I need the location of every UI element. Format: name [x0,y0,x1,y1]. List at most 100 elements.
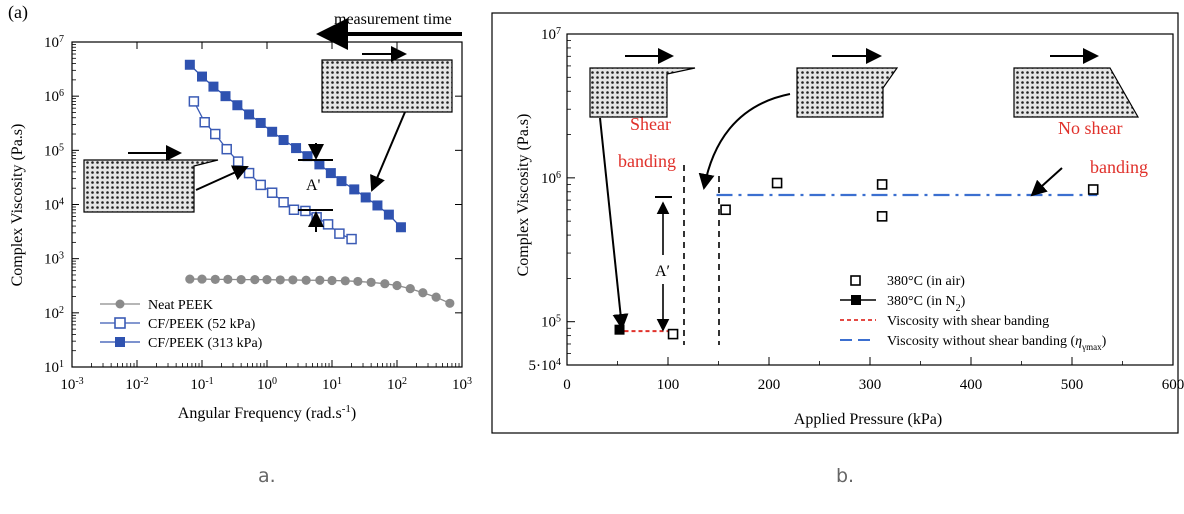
chart-a-ytick-label: 102 [44,304,64,322]
shear-label-line1: Shear [630,114,671,134]
chart-a-point-neat-peek [366,277,376,287]
chart-a-ytick-label: 103 [44,250,64,268]
chart-a-point-cf52 [278,197,289,208]
chart-a-point-neat-peek [262,275,272,285]
sheared-box-sketch-right [321,59,453,113]
chart-b-legend: 380°C (in air) 380°C (in N2) Viscosity w… [840,274,1107,352]
shear-label-line2: banding [618,151,676,171]
chart-a-point-neat-peek [223,274,233,284]
legend-neat-peek: Neat PEEK [148,298,213,313]
caption-a: a. [258,465,276,487]
chart-a-point-neat-peek [315,275,325,285]
chart-a-point-cf313 [325,168,336,179]
legend-n2-marker [851,295,861,305]
chart-b-point-n2 [614,324,625,335]
chart-a-axes: 10-3 10-2 10-1 100 101 102 103 101 102 103 104 105 1… [44,34,472,394]
chart-a-point-cf52 [322,219,334,230]
chart-a-point-cf313 [267,126,278,137]
legend-cf52-marker [114,317,126,329]
pointer-arrow-left [195,165,249,191]
chart-a-point-cf313 [291,143,302,154]
caption-b: b. [836,465,854,487]
legend-cf313-marker [115,337,125,347]
chart-a-series [184,59,455,308]
chart-a-xtick-label: 10-3 [60,376,83,394]
chart-b-xtick-label: 100 [657,377,680,393]
chart-b-ytick-label: 5·104 [529,357,562,375]
sheared-box-sketch-left [83,159,219,213]
chart-a-point-cf313 [208,81,219,92]
chart-a-point-cf313 [184,59,195,70]
chart-a-point-neat-peek [418,288,428,298]
pointer-arrow-right [370,111,406,192]
chart-b-point-air [667,328,679,340]
chart-b-xtick-label: 500 [1061,377,1084,393]
chart-b-xlabel: Applied Pressure (kPa) [794,411,942,428]
chart-a-point-cf313 [302,151,313,162]
chart-a-point-neat-peek [431,292,441,302]
legend-shear-banding: Viscosity with shear banding [887,314,1049,329]
chart-a-point-neat-peek [327,275,337,286]
legend-cf52: CF/PEEK (52 kPa) [148,317,256,332]
chart-a-point-neat-peek [405,284,415,294]
legend-air: 380°C (in air) [887,274,965,289]
chart-a-point-neat-peek [380,279,390,289]
sketch-intermediate [796,67,899,118]
no-shear-label-line2: banding [1090,157,1148,177]
chart-a-point-neat-peek [210,274,220,284]
chart-a-point-neat-peek [353,276,363,287]
chart-a-point-cf52 [210,128,221,140]
pointer-to-dashdot-line [1030,167,1063,197]
chart-a-point-neat-peek [392,280,402,291]
chart-b-ytick-label: 106 [541,169,561,187]
chart-a-ytick-label: 101 [44,359,64,377]
chart-a-ytick-label: 107 [44,34,64,52]
chart-a-point-cf52 [266,187,278,198]
chart-a-point-cf313 [336,176,347,187]
chart-a-ylabel: Complex Viscosity (Pa.s) [9,124,26,287]
chart-a-point-neat-peek [236,275,246,285]
chart-a-xtick-label: 101 [322,376,342,394]
chart-a-ytick-label: 104 [44,196,64,214]
legend-air-marker [850,275,861,286]
chart-b-point-air [771,177,783,189]
chart-a-point-neat-peek [301,275,311,285]
chart-b-xtick-label: 200 [758,377,781,393]
chart-b-ytick-label: 107 [541,26,561,44]
chart-a-point-cf313 [232,100,243,111]
chart-a-point-cf313 [395,222,406,233]
chart-a-point-cf52 [199,116,210,128]
chart-a-point-neat-peek [275,275,285,285]
a-prime-label: A' [306,177,321,194]
chart-a-point-cf313 [372,200,383,211]
chart-a-xtick-label: 10-1 [190,376,213,394]
chart-a-point-cf52 [288,204,300,215]
chart-a-xtick-label: 103 [452,376,472,394]
chart-a-point-neat-peek [288,275,298,285]
chart-a-ytick-label: 106 [44,88,64,106]
chart-b-xtick-label: 0 [563,377,571,393]
legend-cf313: CF/PEEK (313 kPa) [148,336,263,351]
chart-a-xtick-label: 100 [257,376,277,394]
sketch-shear-banding [589,67,696,118]
chart-b-point-air [1087,184,1099,195]
chart-b-ylabel: Complex Viscosity (Pa.s) [515,114,532,277]
chart-a-point-cf52 [188,96,200,107]
chart-a-point-neat-peek [340,276,350,286]
chart-a-point-cf52 [221,143,232,155]
chart-b-xtick-label: 400 [960,377,983,393]
chart-a-point-neat-peek [445,298,455,308]
legend-n2: 380°C (in N2) [887,294,966,314]
chart-a-point-cf52 [334,228,345,239]
chart-a-xtick-label: 10-2 [125,376,148,394]
chart-a-xtick-label: 102 [387,376,407,394]
chart-a-ytick-label: 105 [44,142,64,160]
legend-no-shear-banding: Viscosity without shear banding (ηγmax) [887,334,1107,352]
curved-pointer-arrow [698,93,791,190]
chart-a-point-cf313 [360,192,371,203]
chart-a-point-cf313 [349,184,360,195]
b-a-prime-label: A′ [655,263,670,280]
chart-a-point-cf313 [220,91,231,102]
